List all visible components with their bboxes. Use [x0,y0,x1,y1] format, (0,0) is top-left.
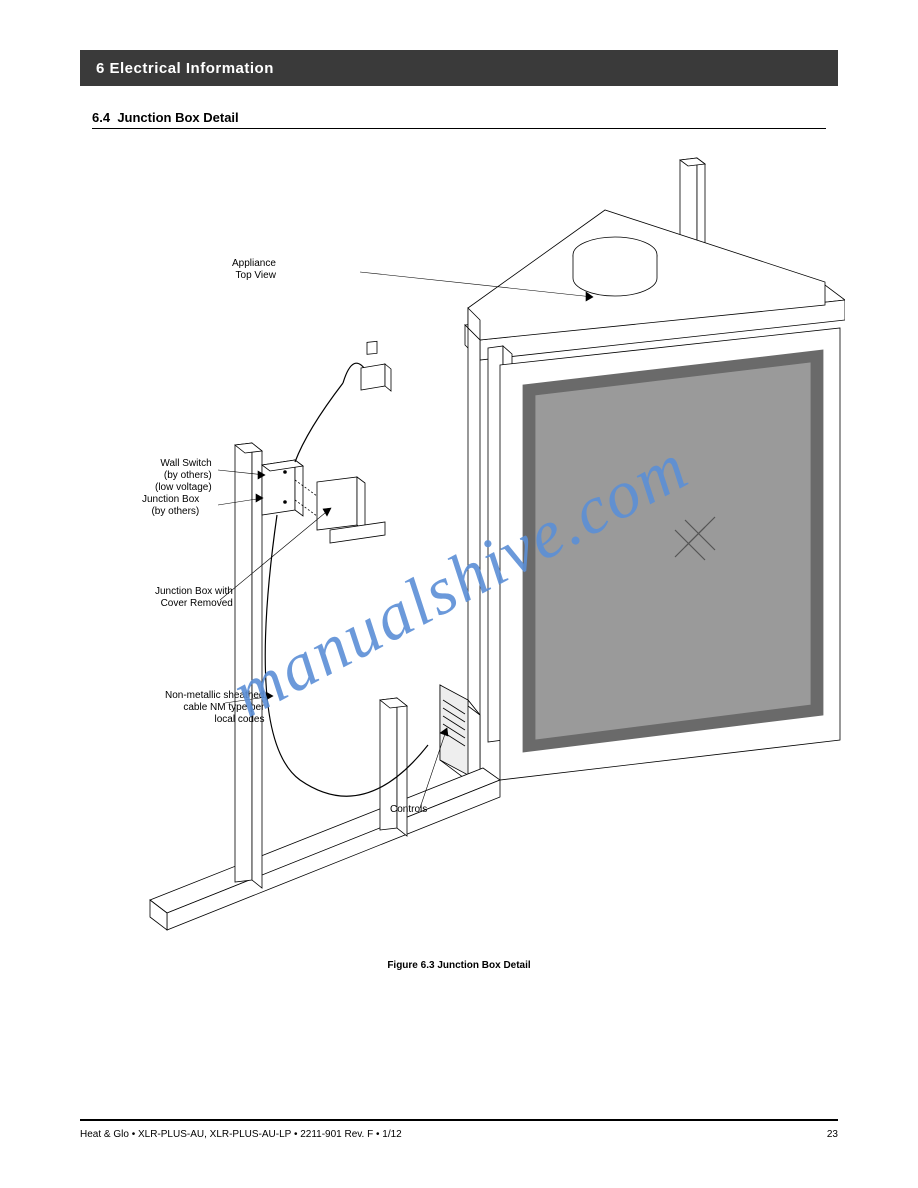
label-wall-switch: Wall Switch (by others) (low voltage) [155,458,212,494]
section-header-bar: 6 Electrical Information [80,50,838,86]
figure-caption: Figure 6.3 Junction Box Detail [0,960,918,971]
label-appliance: Appliance Top View [232,258,276,282]
diagram-svg [85,140,845,940]
subsection-divider [92,128,826,129]
footer-page-number: 23 [827,1129,838,1140]
subsection-title: 6.4 Junction Box Detail [92,110,239,125]
section-header-text: 6 Electrical Information [96,60,274,77]
label-junction-box: Junction Box (by others) [142,494,199,518]
label-nm-cable: Non-metallic sheathed cable NM type per … [165,690,265,726]
junction-box-diagram [85,140,845,940]
label-jbox-cover: Junction Box with Cover Removed [155,586,233,610]
label-controls: Controls [390,804,427,816]
page-footer: Heat & Glo • XLR-PLUS-AU, XLR-PLUS-AU-LP… [80,1119,838,1140]
footer-left: Heat & Glo • XLR-PLUS-AU, XLR-PLUS-AU-LP… [80,1129,402,1140]
